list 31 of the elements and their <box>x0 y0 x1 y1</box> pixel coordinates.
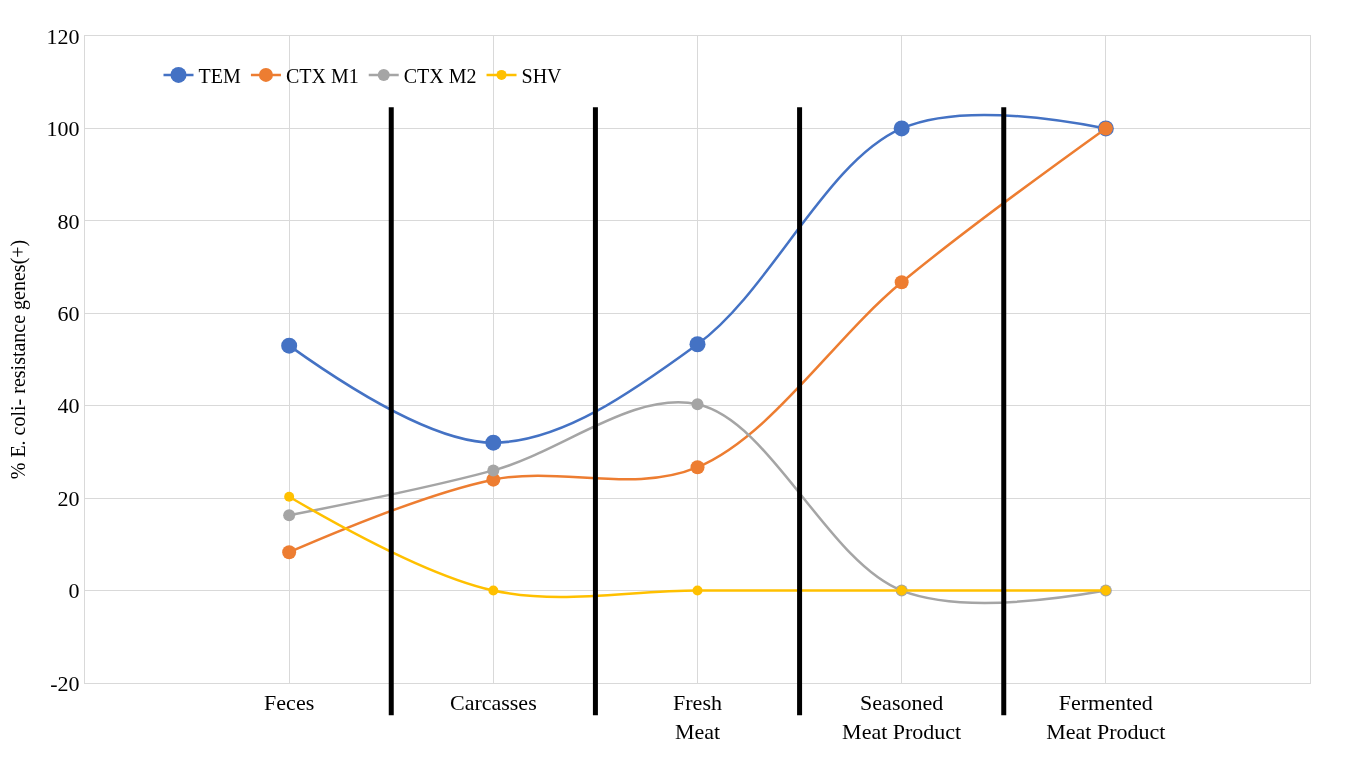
point <box>488 585 499 596</box>
point <box>485 434 502 451</box>
point <box>894 275 909 290</box>
point <box>281 337 298 354</box>
point <box>689 336 706 353</box>
point <box>691 398 704 411</box>
y-tick-label: 0 <box>68 578 80 604</box>
y-tick-label: 40 <box>57 393 80 419</box>
y-tick-label: 20 <box>57 485 80 511</box>
y-tick-label: 60 <box>57 300 80 326</box>
point <box>690 460 705 475</box>
x-tick-label: Feces <box>264 690 315 716</box>
x-tick-label: Seasoned Meat Product <box>842 690 962 744</box>
point <box>893 120 910 137</box>
point <box>692 585 703 596</box>
legend-label: SHV <box>521 64 563 87</box>
point <box>282 545 297 560</box>
legend-label: CTX M2 <box>403 64 477 87</box>
point <box>487 464 500 477</box>
y-tick-label: -20 <box>50 670 80 696</box>
point <box>283 509 296 522</box>
y-axis-title: % E. coli- resistance genes(+) <box>7 239 31 480</box>
x-tick-label: Carcasses <box>449 690 537 716</box>
y-tick-label: 120 <box>46 23 80 49</box>
legend-label: CTX M1 <box>285 64 359 87</box>
y-tick-label: 100 <box>46 116 80 142</box>
x-tick-label: Fresh Meat <box>673 690 722 744</box>
point <box>284 491 295 502</box>
legend-label: TEM <box>198 64 241 87</box>
y-tick-label: 80 <box>57 208 80 234</box>
x-tick-label: Fermented Meat Product <box>1046 690 1166 744</box>
